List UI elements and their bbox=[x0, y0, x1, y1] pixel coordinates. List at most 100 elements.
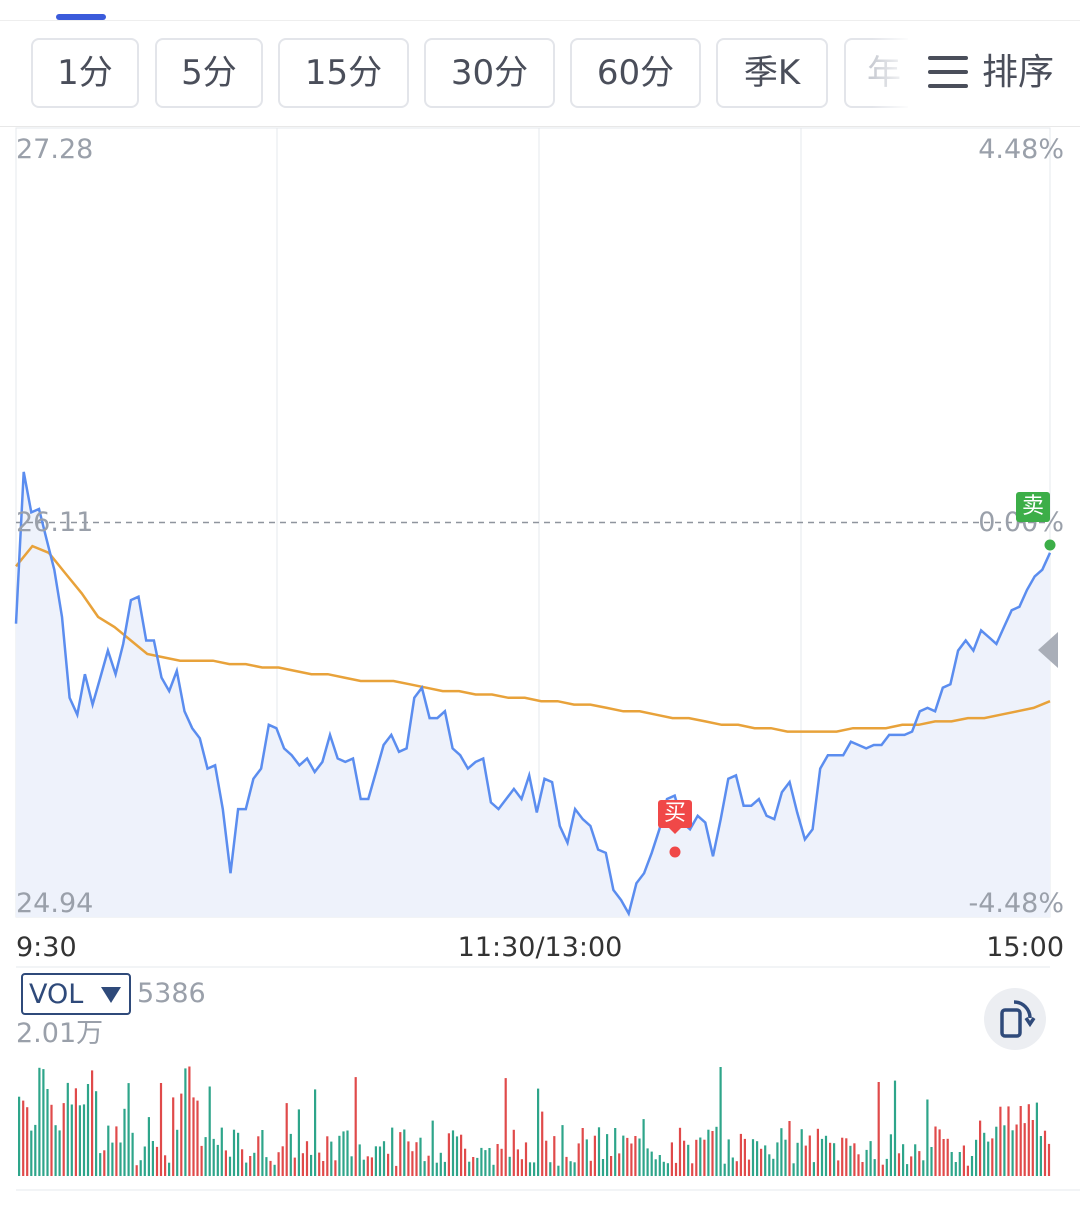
volume-bar bbox=[893, 1080, 897, 1176]
menu-lines-icon bbox=[928, 56, 968, 90]
volume-bar bbox=[204, 1137, 207, 1176]
buy-point[interactable] bbox=[669, 846, 681, 858]
volume-bar bbox=[253, 1152, 256, 1176]
volume-bar bbox=[366, 1156, 369, 1176]
sell-point[interactable] bbox=[1044, 539, 1056, 551]
side-panel-handle-icon[interactable] bbox=[1038, 632, 1058, 668]
volume-bar bbox=[784, 1139, 787, 1176]
volume-bar bbox=[626, 1137, 629, 1176]
volume-bar bbox=[172, 1097, 175, 1176]
volume-bar bbox=[164, 1155, 167, 1176]
period-tab-season-k[interactable]: 季K bbox=[716, 38, 828, 108]
volume-bar bbox=[492, 1164, 495, 1176]
volume-bar bbox=[314, 1089, 317, 1176]
period-tab-30min[interactable]: 30分 bbox=[424, 38, 555, 108]
volume-bar bbox=[739, 1133, 742, 1176]
volume-bar bbox=[796, 1142, 799, 1176]
volume-bar bbox=[220, 1127, 223, 1176]
volume-bar bbox=[427, 1155, 430, 1176]
volume-bar bbox=[184, 1068, 187, 1176]
volume-bar bbox=[557, 1165, 560, 1176]
volume-bar bbox=[350, 1156, 353, 1176]
volume-bar bbox=[261, 1130, 264, 1176]
volume-bar bbox=[443, 1161, 446, 1176]
volume-bar bbox=[46, 1089, 49, 1176]
volume-bar bbox=[528, 1162, 532, 1176]
period-tab-1min[interactable]: 1分 bbox=[31, 38, 139, 108]
volume-bar bbox=[743, 1138, 746, 1176]
volume-bar bbox=[318, 1152, 321, 1176]
volume-bar bbox=[958, 1152, 961, 1176]
period-tab-15min[interactable]: 15分 bbox=[278, 38, 409, 108]
volume-bar bbox=[1015, 1124, 1018, 1176]
tab-fade-overlay bbox=[872, 38, 912, 108]
volume-bar bbox=[86, 1084, 90, 1176]
volume-bar bbox=[678, 1127, 682, 1176]
volume-bar bbox=[54, 1125, 57, 1176]
buy-marker[interactable]: 买 bbox=[658, 800, 692, 834]
volume-bar bbox=[289, 1133, 292, 1176]
period-tab-60min[interactable]: 60分 bbox=[570, 38, 701, 108]
sort-button[interactable]: 排序 bbox=[908, 38, 1080, 108]
period-tab-5min[interactable]: 5分 bbox=[155, 38, 263, 108]
volume-bar bbox=[715, 1126, 718, 1176]
rotate-screen-button[interactable] bbox=[984, 988, 1046, 1050]
volume-bar bbox=[391, 1127, 394, 1176]
volume-bar bbox=[646, 1148, 649, 1176]
volume-indicator-selector[interactable]: VOL bbox=[21, 973, 131, 1015]
volume-bar bbox=[820, 1138, 824, 1176]
volume-bar bbox=[954, 1162, 957, 1176]
volume-bar bbox=[1011, 1130, 1014, 1176]
volume-bar bbox=[147, 1117, 150, 1176]
volume-bar bbox=[804, 1145, 807, 1176]
volume-bar bbox=[533, 1162, 536, 1176]
volume-bar bbox=[269, 1160, 272, 1176]
volume-bar bbox=[1031, 1120, 1034, 1176]
volume-bar bbox=[650, 1151, 653, 1176]
volume-bar bbox=[642, 1119, 645, 1176]
volume-bar bbox=[326, 1136, 329, 1176]
volume-bar bbox=[1023, 1123, 1026, 1176]
y-right-top-label: 4.48% bbox=[978, 134, 1064, 165]
volume-bar bbox=[861, 1162, 864, 1176]
volume-bar bbox=[516, 1149, 519, 1176]
volume-bar bbox=[382, 1141, 386, 1176]
volume-bar bbox=[634, 1136, 637, 1176]
volume-bar bbox=[691, 1163, 694, 1176]
volume-bar bbox=[297, 1109, 300, 1176]
volume-bar bbox=[237, 1132, 240, 1176]
volume-bar bbox=[249, 1156, 252, 1176]
volume-bar bbox=[857, 1154, 860, 1176]
volume-bar bbox=[374, 1146, 377, 1176]
volume-bar bbox=[285, 1103, 288, 1176]
volume-bar bbox=[119, 1142, 122, 1176]
volume-bar bbox=[942, 1139, 945, 1176]
volume-bar bbox=[293, 1157, 296, 1176]
volume-bar bbox=[1039, 1136, 1042, 1176]
volume-bar bbox=[768, 1154, 771, 1176]
volume-bar bbox=[107, 1125, 110, 1176]
volume-bar bbox=[500, 1148, 503, 1176]
volume-bar bbox=[877, 1082, 880, 1176]
volume-bar bbox=[614, 1128, 617, 1176]
volume-bar bbox=[585, 1139, 588, 1176]
volume-bar bbox=[38, 1067, 41, 1176]
volume-bar bbox=[938, 1129, 941, 1176]
volume-bar bbox=[703, 1139, 706, 1176]
volume-bar bbox=[74, 1088, 77, 1176]
top-divider bbox=[0, 20, 1080, 21]
volume-bar bbox=[330, 1141, 333, 1176]
volume-bar bbox=[674, 1162, 678, 1176]
volume-bar bbox=[484, 1150, 487, 1176]
volume-bar bbox=[91, 1070, 94, 1176]
volume-bar bbox=[508, 1156, 511, 1176]
volume-bar bbox=[407, 1141, 410, 1176]
sell-marker[interactable]: 卖 bbox=[1016, 492, 1050, 522]
volume-bar bbox=[180, 1093, 183, 1176]
volume-bar bbox=[962, 1145, 965, 1176]
volume-bar bbox=[111, 1142, 114, 1176]
volume-bar bbox=[816, 1128, 819, 1176]
volume-bar bbox=[439, 1152, 442, 1176]
volume-bar bbox=[764, 1145, 767, 1176]
